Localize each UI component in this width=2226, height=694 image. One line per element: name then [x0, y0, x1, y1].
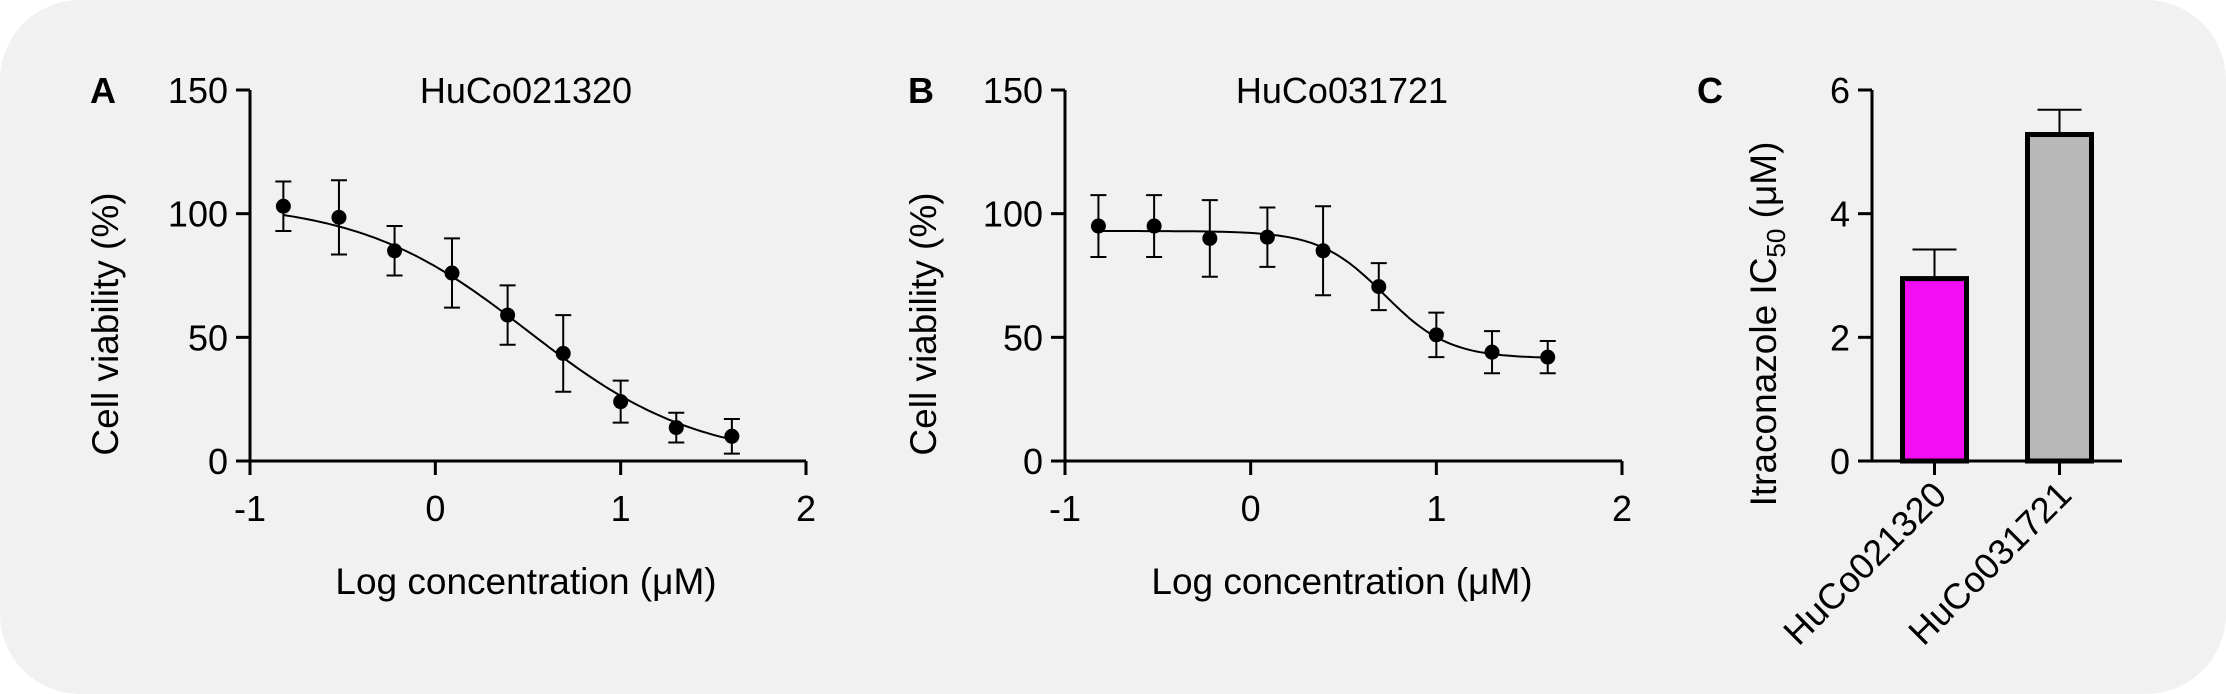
panel-a-data-point	[387, 243, 403, 259]
panel-c-y-axis-title-main: Itraconazole IC	[1743, 258, 1784, 507]
panel-b-y-axis-title: Cell viability (%)	[903, 192, 944, 455]
panel-c-bar-1	[1900, 276, 1969, 464]
panel-b-y-tick-label: 100	[983, 194, 1043, 235]
panel-a-data-point	[724, 428, 740, 444]
panel-b-data-point	[1202, 230, 1218, 246]
panel-b-data-point	[1259, 229, 1275, 245]
panel-c-y-axis-title-subscript: 50	[1761, 229, 1791, 258]
panel-b-y-tick-label: 0	[1023, 441, 1043, 482]
panel-c-bar-2	[2025, 132, 2094, 464]
panel-a-x-tick-label: 1	[611, 488, 631, 529]
panel-a-data-point	[613, 394, 629, 410]
panel-b-data-point	[1090, 218, 1106, 234]
panel-c-y-tick-label: 4	[1830, 194, 1850, 235]
panel-a-data-point	[668, 420, 684, 436]
panel-b-title: HuCo031721	[1236, 70, 1448, 111]
panel-a-y-axis-title: Cell viability (%)	[85, 192, 126, 455]
panel-c-y-tick-label: 2	[1830, 317, 1850, 358]
panel-c-y-tick-label: 6	[1830, 70, 1850, 111]
panel-a-x-axis-title: Log concentration (μM)	[335, 561, 716, 602]
panel-a-x-tick-label: 2	[796, 488, 816, 529]
panel-b-x-tick-label: -1	[1049, 488, 1081, 529]
panel-a-data-point	[331, 209, 347, 225]
panel-a: A HuCo021320 Log concentration (μM) Cell…	[85, 70, 816, 602]
panel-a-data-point	[500, 307, 516, 323]
panel-b-y-tick-label: 150	[983, 70, 1043, 111]
panel-b-x-tick-label: 2	[1612, 488, 1632, 529]
panel-c: C Itraconazole IC50 (μM) 0246HuCo021320H…	[1697, 70, 2122, 653]
panel-b-data-point	[1484, 344, 1500, 360]
panel-a-data-point	[444, 265, 460, 281]
panel-b: B HuCo031721 Log concentration (μM) Cell…	[903, 70, 1632, 602]
panel-b-x-tick-label: 0	[1241, 488, 1261, 529]
panel-b-data-point	[1371, 279, 1387, 295]
panel-b-x-tick-label: 1	[1426, 488, 1446, 529]
panel-a-y-tick-label: 150	[168, 70, 228, 111]
panel-b-data-point	[1540, 349, 1556, 365]
panel-a-y-tick-label: 0	[208, 441, 228, 482]
panel-c-y-axis-title-unit: (μM)	[1743, 142, 1784, 229]
panel-b-data-point	[1146, 218, 1162, 234]
panel-a-data-point	[555, 345, 571, 361]
panel-c-y-tick-label: 0	[1830, 441, 1850, 482]
panel-a-title: HuCo021320	[420, 70, 632, 111]
panel-b-x-axis-title: Log concentration (μM)	[1151, 561, 1532, 602]
panel-b-data-point	[1428, 327, 1444, 343]
panel-a-y-tick-label: 100	[168, 194, 228, 235]
panel-a-y-tick-label: 50	[188, 317, 228, 358]
panel-c-y-axis-title: Itraconazole IC50 (μM)	[1743, 142, 1791, 507]
panel-a-data-point	[275, 198, 291, 214]
panel-a-x-tick-label: 0	[425, 488, 445, 529]
panel-a-letter: A	[90, 70, 116, 111]
panel-b-letter: B	[908, 70, 934, 111]
panel-b-y-tick-label: 50	[1003, 317, 1043, 358]
panel-a-x-tick-label: -1	[234, 488, 266, 529]
panel-c-letter: C	[1697, 70, 1723, 111]
panel-b-data-point	[1315, 243, 1331, 259]
